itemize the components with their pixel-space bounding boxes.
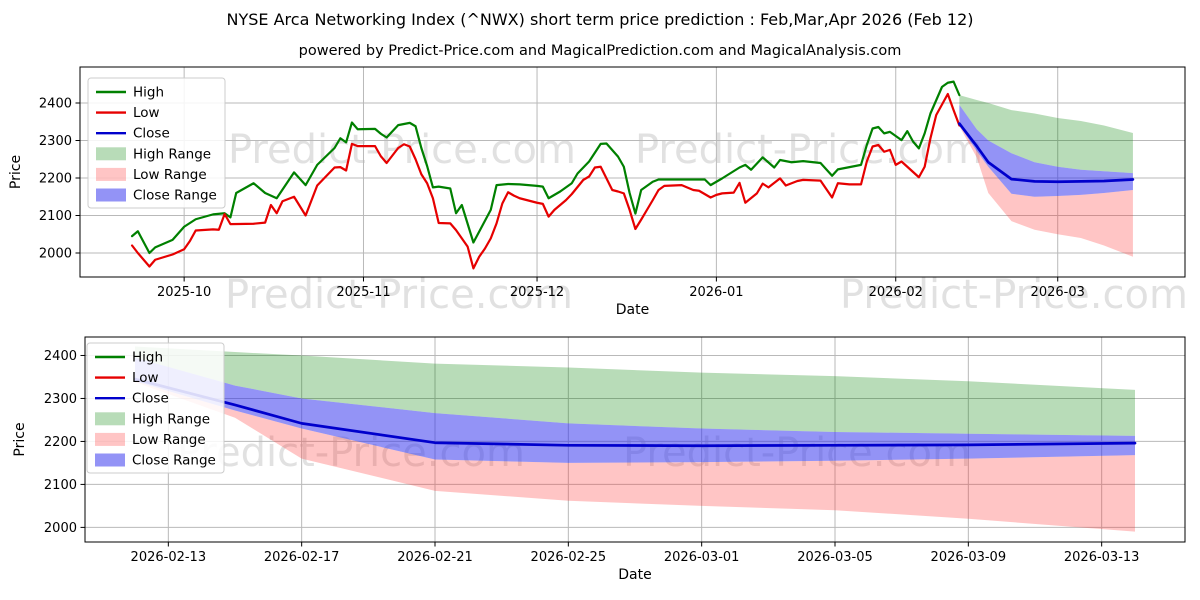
x-tick-label: 2026-02-13	[131, 550, 207, 565]
close-line	[958, 122, 1135, 184]
x-tick-label: 2025-11	[336, 285, 390, 300]
high-range-band	[135, 346, 1135, 436]
legend-label-low-range: Low Range	[132, 432, 206, 448]
legend-box	[87, 77, 226, 209]
y-tick-label: 2100	[44, 478, 77, 493]
legend-sample-high-range	[95, 412, 125, 426]
plot-border	[79, 66, 1186, 278]
bottom-chart-legend: High Low Close High Range Low Range Close Ran…	[86, 342, 225, 474]
x-axis-label: Date	[618, 567, 651, 583]
y-tick-label: 2200	[39, 172, 72, 187]
y-axis-label: Price	[8, 155, 24, 189]
x-tick-label: 2026-02	[869, 285, 923, 300]
legend-sample-close-range	[96, 188, 126, 202]
y-tick-label: 2300	[39, 134, 72, 149]
legend-sample-close-range	[95, 453, 125, 467]
x-tick-label: 2026-03-13	[1064, 550, 1140, 565]
x-tick-label: 2026-01	[689, 285, 743, 300]
x-tick-label: 2026-02-25	[531, 550, 607, 565]
y-tick-label: 2000	[39, 247, 72, 262]
legend-label-low: Low	[133, 105, 160, 121]
plot-border	[84, 336, 1186, 543]
y-axis-label: Price	[12, 422, 28, 456]
legend-sample-low-range	[95, 432, 125, 446]
chart-subtitle: powered by Predict-Price.com and Magical…	[298, 43, 902, 59]
watermark-text: Predict-Price.com	[840, 272, 1188, 318]
y-tick-label: 2100	[39, 209, 72, 224]
low-line	[130, 92, 961, 270]
legend-label-close: Close	[133, 126, 170, 142]
high-range-band	[959, 95, 1133, 174]
low-range-band	[959, 125, 1133, 257]
y-tick-label: 2200	[44, 435, 77, 450]
legend-label-high: High	[133, 85, 164, 101]
legend-label-close-range: Close Range	[133, 188, 217, 204]
watermark-text: Predict-Price.com	[225, 272, 573, 318]
top-chart-legend: High Low Close High Range Low Range Close Ran…	[87, 77, 226, 209]
x-tick-label: 2026-02-21	[397, 550, 473, 565]
legend-label-close-range: Close Range	[132, 453, 216, 469]
close-line	[133, 377, 1137, 448]
y-tick-label: 2000	[44, 521, 77, 536]
x-tick-label: 2026-03-05	[797, 550, 873, 565]
y-tick-label: 2400	[44, 349, 77, 364]
legend-label-close: Close	[132, 391, 169, 407]
chart-title: NYSE Arca Networking Index (^NWX) short …	[226, 10, 974, 29]
legend-label-high: High	[132, 350, 163, 366]
bottom-chart: 2000 2100 2200 2300 2400 2026-02-13 2026-02-17…	[12, 336, 1186, 583]
x-tick-label: 2026-03-01	[664, 550, 740, 565]
x-tick-label: 2026-03	[1031, 285, 1085, 300]
x-tick-label: 2026-02-17	[264, 550, 340, 565]
legend-label-low: Low	[132, 370, 159, 386]
legend-box	[86, 342, 225, 474]
legend-sample-low-range	[96, 167, 126, 181]
legend-sample-high-range	[96, 147, 126, 161]
y-tick-label: 2400	[39, 97, 72, 112]
x-tick-label: 2025-12	[510, 285, 564, 300]
x-tick-label: 2026-03-09	[931, 550, 1007, 565]
top-chart: 2000 2100 2200 2300 2400 2025-10 2025-11 2025-1…	[8, 66, 1186, 318]
low-range-band	[135, 381, 1135, 532]
x-tick-label: 2025-10	[157, 285, 211, 300]
legend-label-low-range: Low Range	[133, 167, 207, 183]
high-line	[130, 80, 961, 255]
watermark-text: Predict-Price.com	[228, 127, 576, 173]
legend-label-high-range: High Range	[132, 411, 210, 427]
y-tick-label: 2300	[44, 392, 77, 407]
legend-label-high-range: High Range	[133, 146, 211, 162]
x-axis-label: Date	[616, 302, 649, 318]
